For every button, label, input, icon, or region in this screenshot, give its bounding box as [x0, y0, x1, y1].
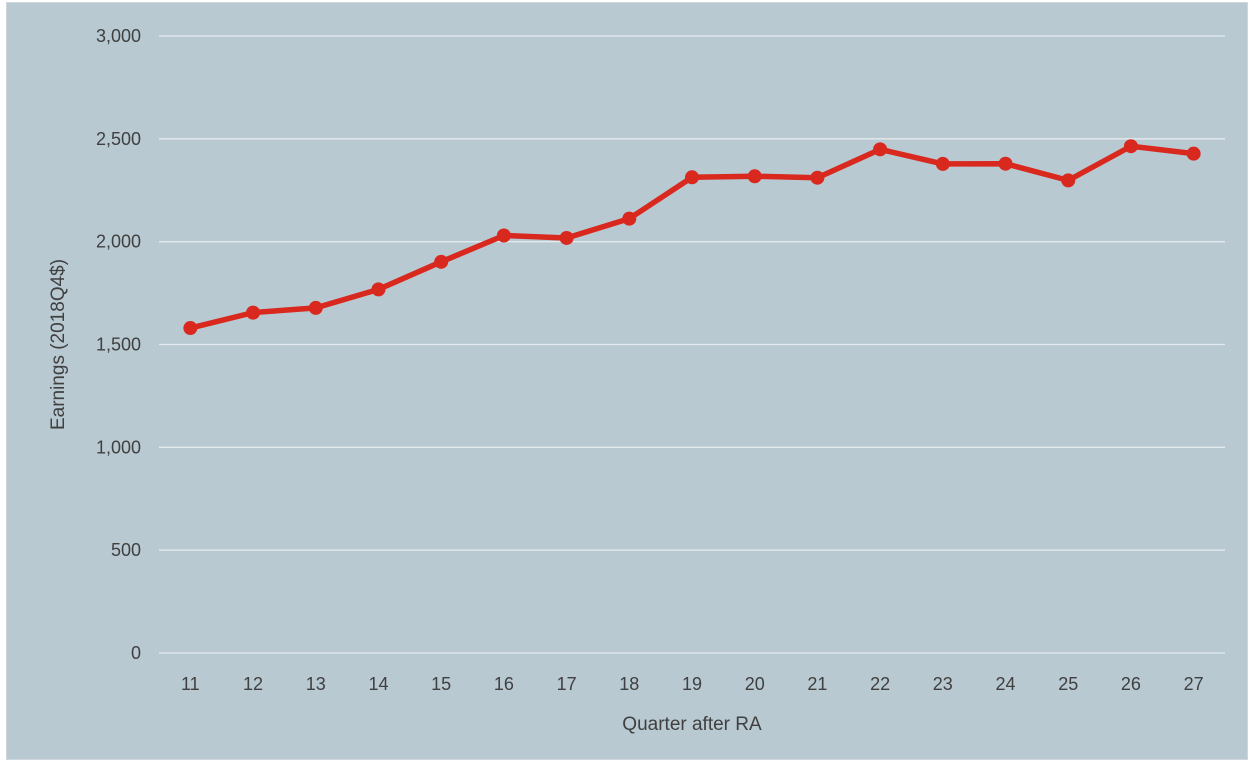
data-point: [371, 282, 386, 297]
y-axis-title: Earnings (2018Q4$): [48, 259, 69, 430]
data-point: [747, 169, 762, 184]
x-axis-title: Quarter after RA: [622, 714, 762, 735]
data-point: [1061, 173, 1076, 188]
x-tick-label: 20: [745, 674, 765, 694]
x-tick-label: 23: [933, 674, 953, 694]
data-point: [873, 142, 888, 157]
y-tick-label: 500: [111, 540, 141, 560]
x-tick-label: 13: [306, 674, 326, 694]
data-point: [685, 170, 699, 185]
x-tick-label: 24: [996, 674, 1016, 694]
x-tick-label: 25: [1058, 674, 1078, 694]
y-tick-label: 2,000: [96, 232, 141, 252]
data-point: [935, 156, 950, 171]
y-tick-label: 1,000: [96, 437, 141, 457]
x-tick-label: 15: [431, 674, 451, 694]
y-tick-label: 1,500: [96, 335, 141, 355]
data-point: [183, 321, 198, 336]
x-tick-label: 14: [368, 674, 388, 694]
data-point: [246, 305, 261, 320]
x-tick-label: 21: [807, 674, 827, 694]
data-point: [810, 170, 825, 185]
data-point: [1123, 139, 1138, 154]
x-tick-label: 11: [181, 674, 200, 694]
x-tick-label: 18: [619, 674, 639, 694]
data-point: [434, 254, 449, 269]
x-tick-label: 16: [494, 674, 514, 694]
gridlines: [159, 35, 1225, 654]
line-chart: 0 500 1,000 1,500 2,000 2,500 3,000 11 12 13 14 15…: [48, 26, 1225, 735]
x-tick-label: 26: [1121, 674, 1141, 694]
x-tick-label: 27: [1184, 674, 1204, 694]
data-point: [308, 300, 323, 315]
x-axis-ticks: 11 12 13 14 15 16 17 18 19 20 21 22 23 24 25 26 27: [181, 674, 1204, 694]
x-tick-label: 22: [870, 674, 890, 694]
y-tick-label: 2,500: [96, 129, 141, 149]
y-axis-ticks: 0 500 1,000 1,500 2,000 2,500 3,000: [96, 26, 141, 663]
x-tick-label: 12: [243, 674, 263, 694]
data-point: [496, 228, 511, 243]
data-point: [998, 156, 1013, 171]
x-tick-label: 19: [682, 674, 702, 694]
y-tick-label: 3,000: [96, 26, 141, 46]
data-point: [559, 230, 574, 245]
y-tick-label: 0: [131, 643, 141, 663]
data-point: [622, 211, 637, 226]
series-layer: [183, 139, 1201, 336]
x-tick-label: 17: [557, 674, 577, 694]
chart-area: 0 500 1,000 1,500 2,000 2,500 3,000 11 12 13 14 15…: [6, 2, 1248, 760]
data-point: [1186, 146, 1201, 161]
